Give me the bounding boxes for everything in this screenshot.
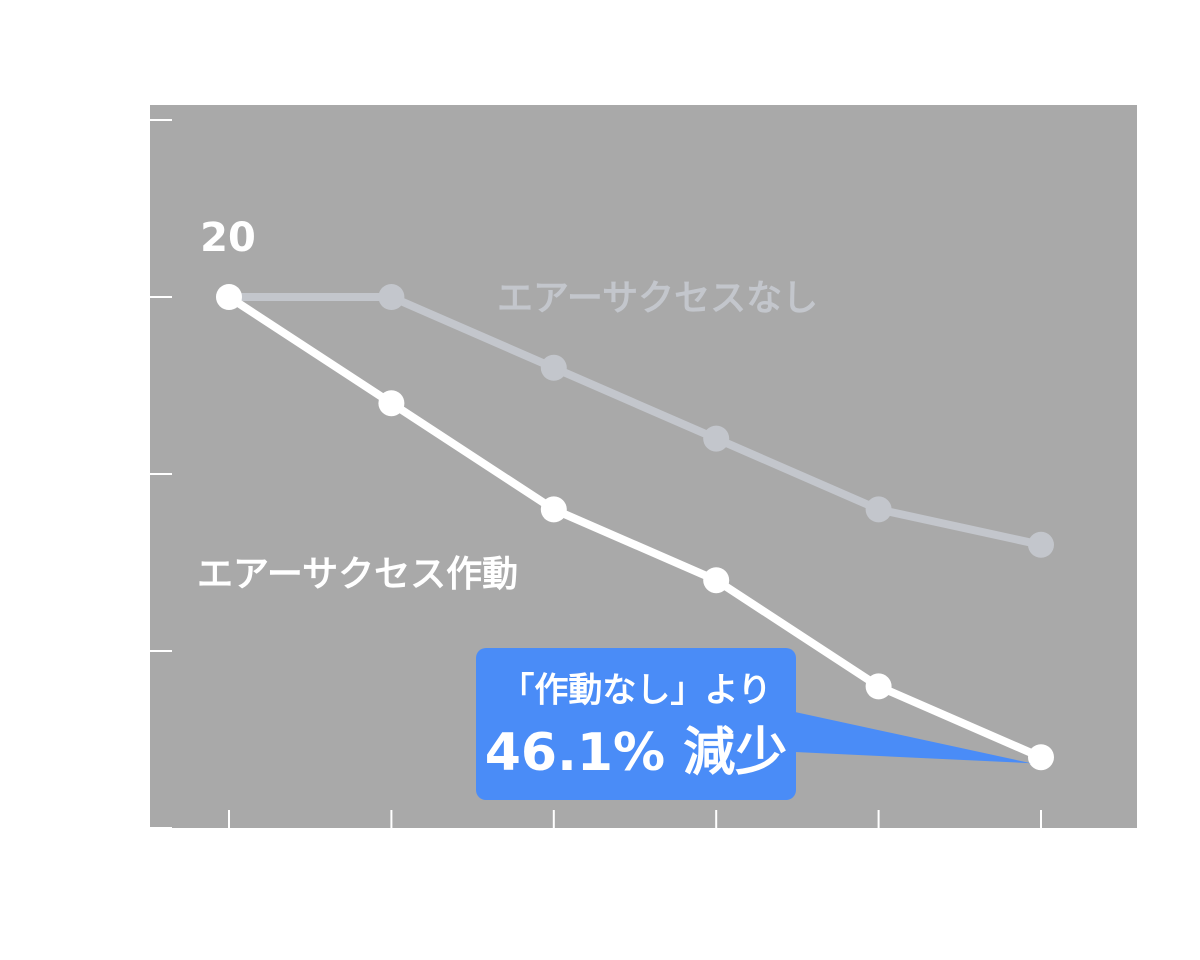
data-point: [378, 284, 405, 310]
data-point: [216, 284, 242, 310]
series-label: エアーサクセスなし: [497, 278, 818, 319]
callout-box: [476, 648, 796, 800]
series-line: [226, 293, 1043, 761]
data-point: [703, 425, 730, 452]
data-label: 20: [200, 215, 256, 261]
data-point: [540, 354, 567, 381]
callout-value: 46.1% 減少: [485, 723, 788, 783]
data-point: [703, 567, 730, 594]
data-point: [1028, 531, 1054, 558]
series-line: [229, 293, 1042, 549]
data-point: [1028, 744, 1054, 771]
series-label: エアーサクセス作動: [197, 554, 518, 595]
callout-pointer: [795, 712, 1031, 764]
callout-text: 「作動なし」より: [500, 671, 771, 711]
data-point: [378, 390, 405, 417]
data-point: [865, 496, 892, 523]
data-point: [540, 496, 567, 523]
data-point: [865, 673, 892, 700]
